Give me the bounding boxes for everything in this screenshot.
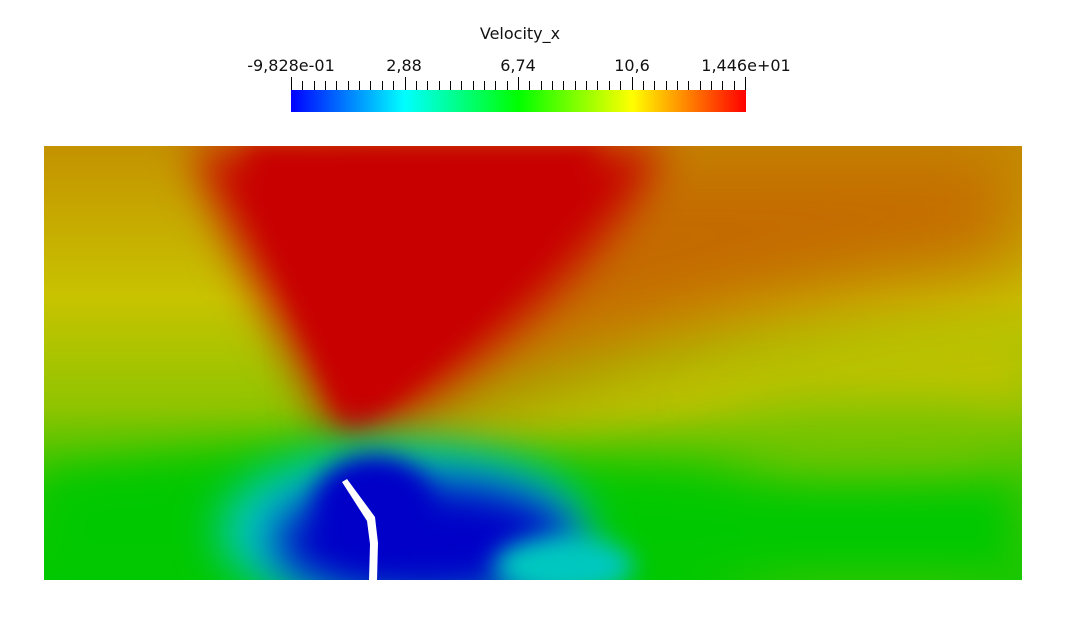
colorbar-label-4: 10,6 — [614, 56, 650, 75]
colorbar-tick — [575, 81, 576, 91]
colorbar-tick — [473, 81, 474, 91]
colorbar-tick — [700, 81, 701, 91]
colorbar-tick — [734, 81, 735, 91]
colorbar-tick — [518, 77, 519, 91]
colorbar-label-3: 6,74 — [500, 56, 536, 75]
obstacle-shape — [342, 479, 378, 580]
colorbar-tick — [495, 81, 496, 91]
colorbar-tick — [427, 81, 428, 91]
colorbar-tick — [393, 81, 394, 91]
colorbar-tick — [632, 77, 633, 91]
colorbar-tick — [586, 81, 587, 91]
colorbar-tick — [666, 81, 667, 91]
colorbar-label-max: 1,446e+01 — [701, 56, 791, 75]
colorbar-tick — [382, 81, 383, 91]
colorbar-label-2: 2,88 — [386, 56, 422, 75]
colorbar-tick — [541, 81, 542, 91]
colorbar-tick — [439, 81, 440, 91]
colorbar-tick — [314, 81, 315, 91]
colorbar-tick — [745, 77, 746, 91]
colorbar-tick — [461, 81, 462, 91]
colorbar-tick — [484, 81, 485, 91]
colorbar-tick — [722, 81, 723, 91]
colorbar-tick — [348, 81, 349, 91]
colorbar-tick — [450, 81, 451, 91]
colorbar-tick — [405, 77, 406, 91]
colorbar-ticks — [291, 77, 746, 91]
colorbar-tick — [359, 81, 360, 91]
colorbar-tick — [507, 81, 508, 91]
colorbar — [291, 90, 746, 112]
colorbar-tick — [291, 77, 292, 91]
colorbar-tick — [336, 81, 337, 91]
colorbar-tick — [677, 81, 678, 91]
velocity-field-plot — [44, 146, 1022, 580]
colorbar-label-min: -9,828e-01 — [247, 56, 335, 75]
colorbar-title: Velocity_x — [479, 24, 561, 43]
colorbar-tick — [416, 81, 417, 91]
colorbar-tick — [370, 81, 371, 91]
colorbar-tick — [711, 81, 712, 91]
colorbar-tick — [325, 81, 326, 91]
colorbar-tick — [643, 81, 644, 91]
colorbar-tick — [609, 81, 610, 91]
colorbar-tick — [552, 81, 553, 91]
colorbar-tick — [620, 81, 621, 91]
colorbar-tick — [688, 81, 689, 91]
colorbar-tick — [654, 81, 655, 91]
colorbar-tick — [302, 81, 303, 91]
colorbar-tick — [597, 81, 598, 91]
colorbar-tick — [563, 81, 564, 91]
colorbar-tick — [529, 81, 530, 91]
